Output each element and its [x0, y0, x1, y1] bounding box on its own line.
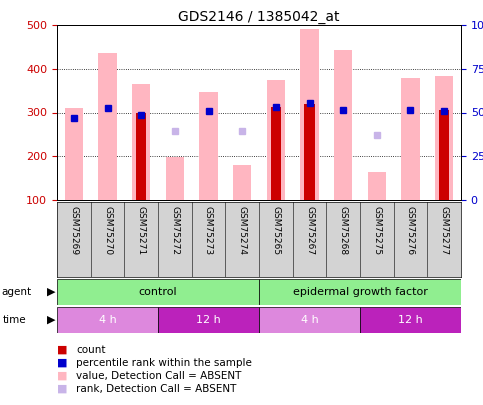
Bar [401, 77, 420, 200]
Title: GDS2146 / 1385042_at: GDS2146 / 1385042_at [178, 10, 340, 24]
Bar [435, 76, 454, 200]
Text: GSM75271: GSM75271 [137, 206, 146, 255]
Bar [267, 80, 285, 200]
Bar [98, 53, 117, 200]
Bar [360, 307, 461, 333]
Bar [271, 107, 281, 200]
Text: ■: ■ [57, 384, 68, 394]
Bar [259, 307, 360, 333]
Text: ▶: ▶ [47, 315, 56, 325]
Text: GSM75274: GSM75274 [238, 206, 247, 255]
Text: value, Detection Call = ABSENT: value, Detection Call = ABSENT [76, 371, 242, 381]
Bar [368, 173, 386, 200]
Text: 12 h: 12 h [196, 315, 221, 325]
Text: percentile rank within the sample: percentile rank within the sample [76, 358, 252, 368]
Text: GSM75270: GSM75270 [103, 206, 112, 255]
Text: GSM75269: GSM75269 [70, 206, 78, 255]
Text: count: count [76, 345, 106, 355]
Text: GSM75277: GSM75277 [440, 206, 449, 255]
Text: time: time [2, 315, 26, 325]
Text: GSM75273: GSM75273 [204, 206, 213, 255]
Bar [132, 84, 150, 200]
Bar [57, 279, 259, 305]
Text: 4 h: 4 h [300, 315, 318, 325]
Bar [334, 50, 353, 200]
Text: GSM75267: GSM75267 [305, 206, 314, 255]
Text: ■: ■ [57, 371, 68, 381]
Text: GSM75276: GSM75276 [406, 206, 415, 255]
Bar [158, 307, 259, 333]
Text: GSM75275: GSM75275 [372, 206, 382, 255]
Text: agent: agent [1, 287, 31, 297]
Bar [259, 279, 461, 305]
Bar [304, 104, 314, 200]
Text: GSM75268: GSM75268 [339, 206, 348, 255]
Bar [439, 110, 449, 200]
Text: 12 h: 12 h [398, 315, 423, 325]
Bar [166, 157, 184, 200]
Text: ■: ■ [57, 358, 68, 368]
Bar [300, 30, 319, 200]
Text: GSM75272: GSM75272 [170, 206, 179, 255]
Text: 4 h: 4 h [99, 315, 116, 325]
Text: GSM75265: GSM75265 [271, 206, 280, 255]
Bar [57, 307, 158, 333]
Text: ▶: ▶ [47, 287, 56, 297]
Text: ■: ■ [57, 345, 68, 355]
Text: epidermal growth factor: epidermal growth factor [293, 287, 427, 297]
Bar [65, 108, 83, 200]
Bar [233, 164, 252, 200]
Bar [199, 92, 218, 200]
Text: control: control [139, 287, 177, 297]
Bar [136, 113, 146, 200]
Text: rank, Detection Call = ABSENT: rank, Detection Call = ABSENT [76, 384, 237, 394]
